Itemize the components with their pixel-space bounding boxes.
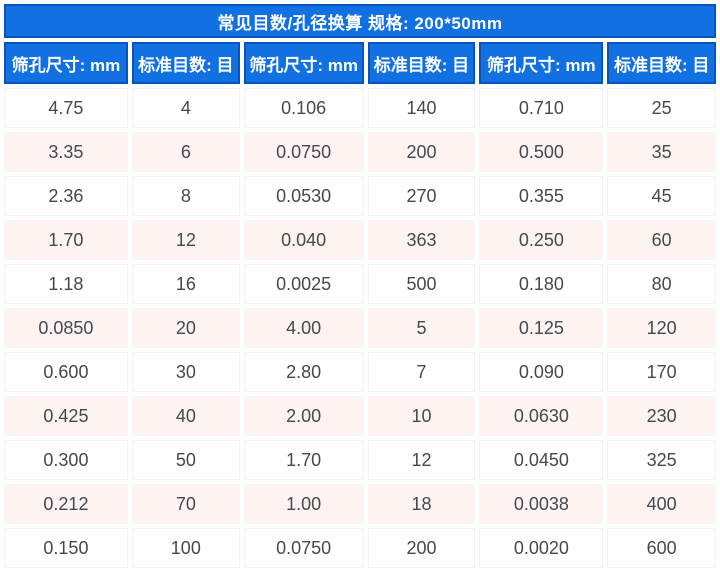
table-cell: 200 <box>367 132 476 172</box>
column-header-aperture-2: 筛孔尺寸: mm <box>243 42 364 84</box>
table-cell: 0.125 <box>479 308 604 348</box>
table-cell: 600 <box>607 528 716 568</box>
table-row: 2.36 8 0.0530 270 0.355 45 <box>4 176 716 216</box>
table-cell: 60 <box>607 220 716 260</box>
table-cell: 3.35 <box>4 132 128 172</box>
table-cell: 2.80 <box>243 352 364 392</box>
table-cell: 230 <box>607 396 716 436</box>
table-cell: 0.0025 <box>243 264 364 304</box>
table-row: 1.18 16 0.0025 500 0.180 80 <box>4 264 716 304</box>
table-cell: 140 <box>367 88 476 128</box>
table-cell: 0.040 <box>243 220 364 260</box>
table-cell: 500 <box>367 264 476 304</box>
table-cell: 30 <box>131 352 240 392</box>
column-header-mesh-2: 标准目数: 目 <box>367 42 476 84</box>
table-cell: 0.0450 <box>479 440 604 480</box>
table-cell: 0.710 <box>479 88 604 128</box>
table-cell: 0.0038 <box>479 484 604 524</box>
table-cell: 0.106 <box>243 88 364 128</box>
table-cell: 0.150 <box>4 528 128 568</box>
table-row: 0.212 70 1.00 18 0.0038 400 <box>4 484 716 524</box>
table-row: 3.35 6 0.0750 200 0.500 35 <box>4 132 716 172</box>
table-cell: 4.75 <box>4 88 128 128</box>
column-header-aperture-1: 筛孔尺寸: mm <box>4 42 128 84</box>
table-row: 0.150 100 0.0750 200 0.0020 600 <box>4 528 716 568</box>
table-cell: 0.500 <box>479 132 604 172</box>
table-cell: 1.00 <box>243 484 364 524</box>
table-title: 常见目数/孔径换算 规格: 200*50mm <box>4 4 716 38</box>
table-cell: 40 <box>131 396 240 436</box>
table-row: 0.0850 20 4.00 5 0.125 120 <box>4 308 716 348</box>
table-cell: 4.00 <box>243 308 364 348</box>
table-cell: 100 <box>131 528 240 568</box>
table-cell: 325 <box>607 440 716 480</box>
table-cell: 0.600 <box>4 352 128 392</box>
title-row: 常见目数/孔径换算 规格: 200*50mm <box>4 4 716 38</box>
table-cell: 12 <box>367 440 476 480</box>
table-cell: 0.250 <box>479 220 604 260</box>
table-cell: 270 <box>367 176 476 216</box>
table-cell: 1.18 <box>4 264 128 304</box>
table-cell: 0.0750 <box>243 132 364 172</box>
table-cell: 8 <box>131 176 240 216</box>
table-cell: 0.212 <box>4 484 128 524</box>
table-cell: 0.355 <box>479 176 604 216</box>
table-cell: 12 <box>131 220 240 260</box>
table-cell: 70 <box>131 484 240 524</box>
table-cell: 120 <box>607 308 716 348</box>
table-cell: 400 <box>607 484 716 524</box>
table-cell: 0.425 <box>4 396 128 436</box>
table-cell: 1.70 <box>4 220 128 260</box>
column-header-mesh-3: 标准目数: 目 <box>607 42 716 84</box>
table-cell: 0.300 <box>4 440 128 480</box>
table-cell: 170 <box>607 352 716 392</box>
table-cell: 0.0530 <box>243 176 364 216</box>
table-cell: 18 <box>367 484 476 524</box>
table-cell: 16 <box>131 264 240 304</box>
table-cell: 5 <box>367 308 476 348</box>
table-cell: 7 <box>367 352 476 392</box>
table-cell: 0.0750 <box>243 528 364 568</box>
table-row: 1.70 12 0.040 363 0.250 60 <box>4 220 716 260</box>
table-cell: 35 <box>607 132 716 172</box>
table-cell: 6 <box>131 132 240 172</box>
column-header-aperture-3: 筛孔尺寸: mm <box>479 42 604 84</box>
table-cell: 2.36 <box>4 176 128 216</box>
table-cell: 10 <box>367 396 476 436</box>
table-row: 0.425 40 2.00 10 0.0630 230 <box>4 396 716 436</box>
column-header-mesh-1: 标准目数: 目 <box>131 42 240 84</box>
conversion-table-body: 4.75 4 0.106 140 0.710 25 3.35 6 0.0750 200 0.500 3… <box>4 88 716 568</box>
table-cell: 0.180 <box>479 264 604 304</box>
table-cell: 80 <box>607 264 716 304</box>
table-cell: 1.70 <box>243 440 364 480</box>
table-cell: 0.0630 <box>479 396 604 436</box>
table-cell: 363 <box>367 220 476 260</box>
table-row: 0.600 30 2.80 7 0.090 170 <box>4 352 716 392</box>
header-row: 筛孔尺寸: mm 标准目数: 目 筛孔尺寸: mm 标准目数: 目 筛孔尺寸: … <box>4 42 716 84</box>
table-cell: 0.0850 <box>4 308 128 348</box>
table-cell: 45 <box>607 176 716 216</box>
table-cell: 4 <box>131 88 240 128</box>
table-cell: 2.00 <box>243 396 364 436</box>
table-row: 0.300 50 1.70 12 0.0450 325 <box>4 440 716 480</box>
table-cell: 0.090 <box>479 352 604 392</box>
table-row: 4.75 4 0.106 140 0.710 25 <box>4 88 716 128</box>
table-cell: 0.0020 <box>479 528 604 568</box>
table-cell: 25 <box>607 88 716 128</box>
table-cell: 200 <box>367 528 476 568</box>
table-cell: 50 <box>131 440 240 480</box>
table-cell: 20 <box>131 308 240 348</box>
